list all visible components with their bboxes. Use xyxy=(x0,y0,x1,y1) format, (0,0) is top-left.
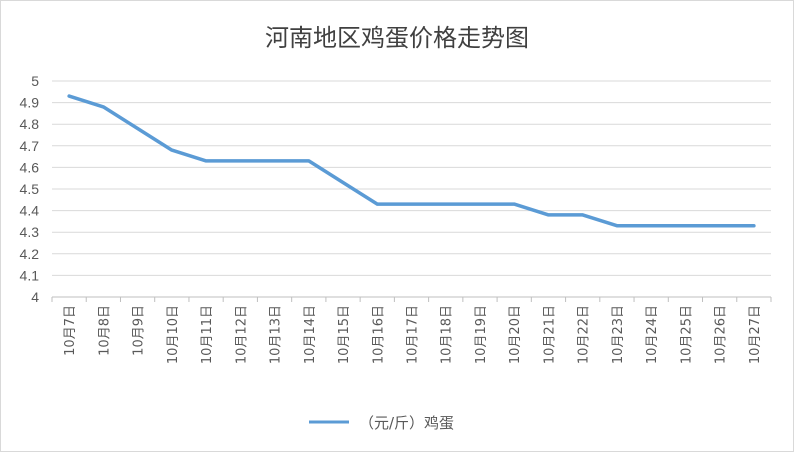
legend-label: （元/斤）鸡蛋 xyxy=(359,414,454,432)
y-tick-label: 4.7 xyxy=(20,138,40,154)
x-tick-label: 10月9日 xyxy=(132,305,147,356)
chart-title: 河南地区鸡蛋价格走势图 xyxy=(265,24,529,52)
x-tick-label: 10月25日 xyxy=(679,305,694,364)
y-tick-label: 4.9 xyxy=(20,95,40,111)
y-tick-label: 4.2 xyxy=(20,246,40,262)
y-tick-label: 4 xyxy=(31,289,39,305)
x-tick-label: 10月17日 xyxy=(406,305,421,364)
x-tick-label: 10月18日 xyxy=(440,305,455,364)
x-tick-label: 10月8日 xyxy=(97,305,112,356)
x-axis-ticks: 10月7日 10月8日 10月9日 10月10日 10月11日 10月12日 10月13日 1… xyxy=(63,305,763,364)
series-lines xyxy=(67,94,756,228)
y-tick-label: 4.8 xyxy=(20,116,40,132)
y-axis-ticks: 4 4.1 4.2 4.3 4.4 4.5 4.6 4.7 4.8 4.9 5 xyxy=(20,73,40,305)
x-tick-label: 10月21日 xyxy=(542,305,557,364)
x-tick-label: 10月15日 xyxy=(337,305,352,364)
y-tick-label: 4.6 xyxy=(20,159,40,175)
legend: （元/斤）鸡蛋 xyxy=(309,414,454,432)
y-tick-label: 5 xyxy=(31,73,39,89)
x-tick-label: 10月22日 xyxy=(577,305,592,364)
x-tick-label: 10月19日 xyxy=(474,305,489,364)
x-tick-label: 10月7日 xyxy=(63,305,78,356)
x-tick-label: 10月11日 xyxy=(200,305,215,364)
x-tick-label: 10月13日 xyxy=(269,305,284,364)
x-tick-label: 10月27日 xyxy=(748,305,763,364)
y-tick-label: 4.1 xyxy=(20,267,40,283)
series-line-0 xyxy=(67,94,756,228)
x-tick-label: 10月23日 xyxy=(611,305,626,364)
x-tick-label: 10月26日 xyxy=(714,305,729,364)
x-tick-label: 10月16日 xyxy=(371,305,386,364)
x-tick-label: 10月20日 xyxy=(508,305,523,364)
x-tick-label: 10月10日 xyxy=(166,305,181,364)
y-tick-label: 4.4 xyxy=(20,203,40,219)
y-tick-label: 4.3 xyxy=(20,224,40,240)
x-tick-label: 10月24日 xyxy=(645,305,660,364)
y-tick-label: 4.5 xyxy=(20,181,40,197)
x-tick-label: 10月14日 xyxy=(303,305,318,364)
gridlines xyxy=(52,80,771,276)
x-tick-label: 10月12日 xyxy=(234,305,249,364)
x-axis xyxy=(51,296,772,302)
